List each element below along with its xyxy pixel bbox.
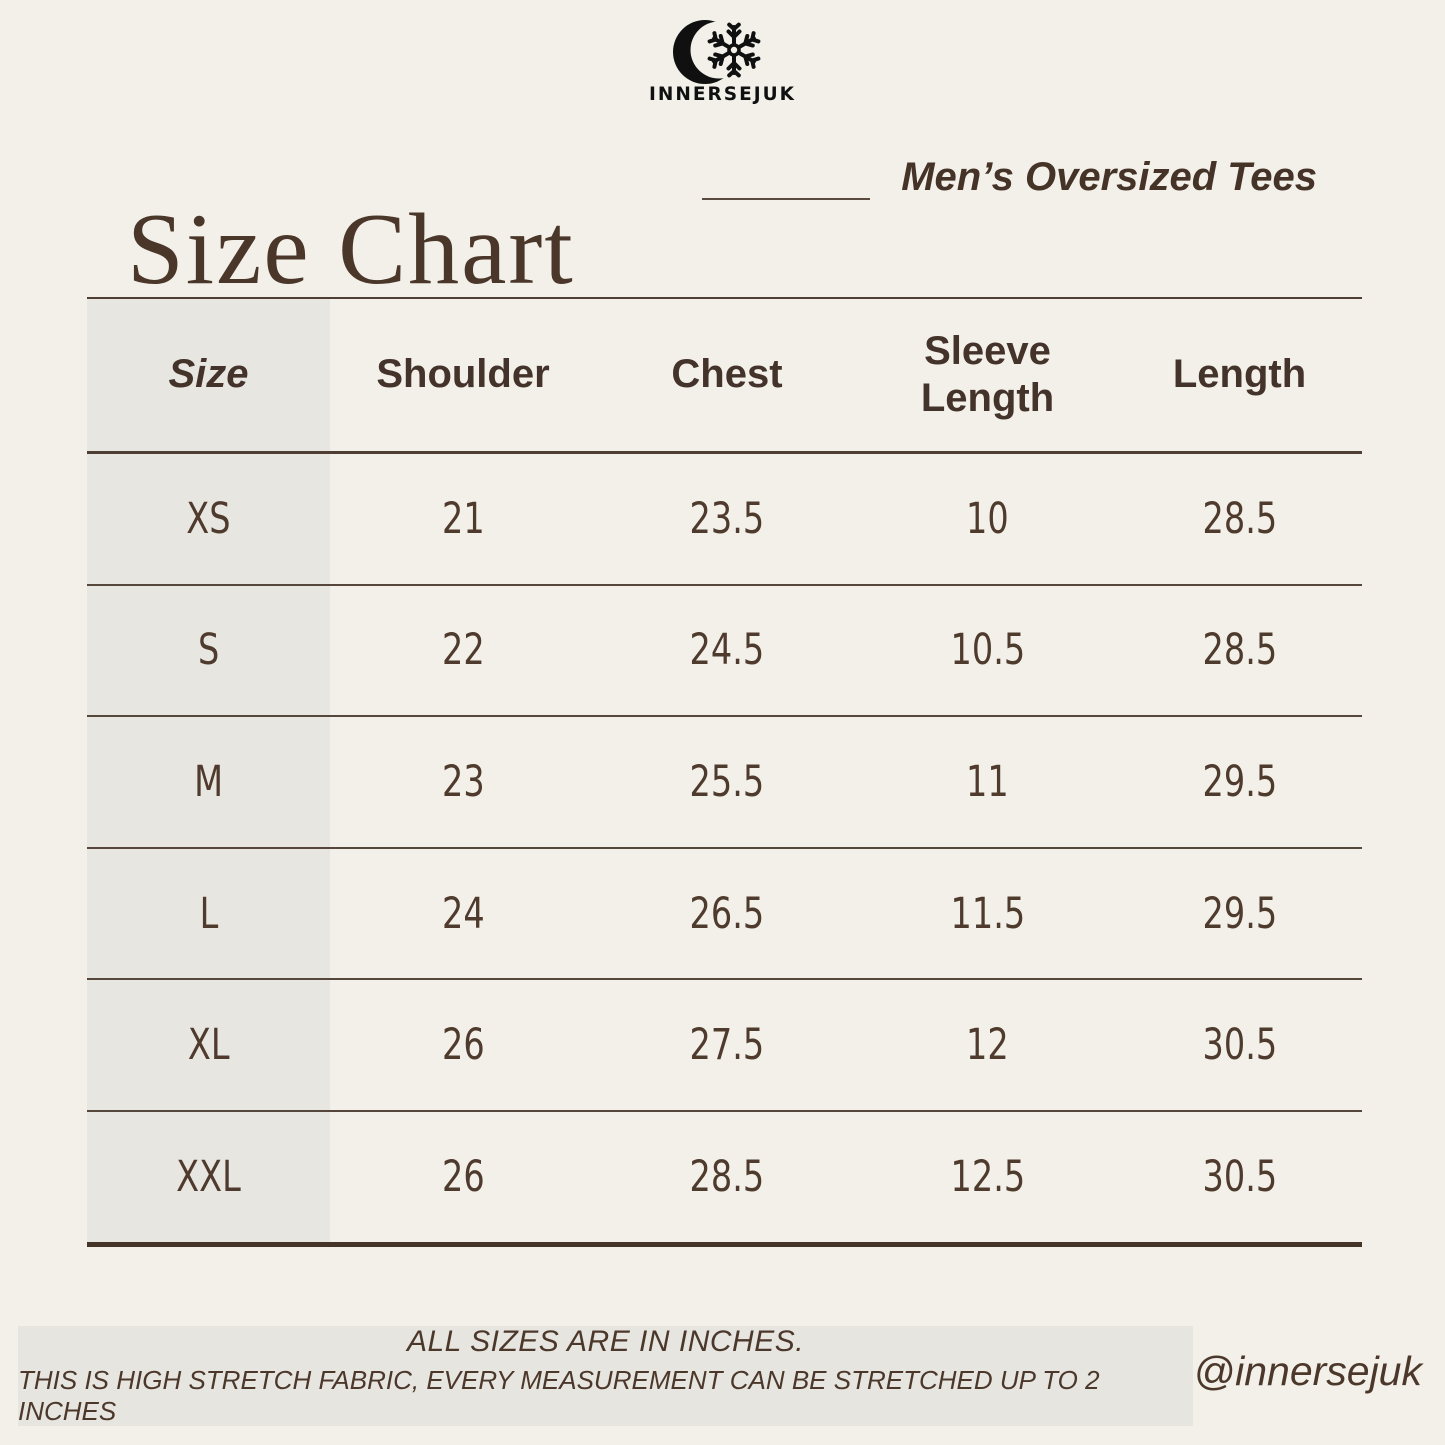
sleeve-length-value: 10	[966, 493, 1009, 544]
size-table: Size Shoulder Chest Sleeve Length Length…	[87, 297, 1362, 1247]
cell-size: XL	[87, 980, 330, 1110]
social-handle: @innersejuk	[1193, 1348, 1422, 1394]
table-row-xs: XS 21 23.5 10 28.5	[87, 454, 1362, 586]
length-value: 29.5	[1202, 756, 1277, 807]
table-header-row: Size Shoulder Chest Sleeve Length Length	[87, 299, 1362, 454]
sleeve-length-value: 10.5	[950, 625, 1025, 676]
title-divider-line	[702, 198, 870, 200]
cell-sleeve-length: 12	[858, 980, 1117, 1110]
cell-length: 29.5	[1117, 849, 1362, 979]
cell-shoulder: 22	[330, 586, 596, 716]
cell-shoulder: 26	[330, 1112, 596, 1242]
cell-shoulder: 26	[330, 980, 596, 1110]
length-value: 28.5	[1202, 625, 1277, 676]
length-value: 29.5	[1202, 888, 1277, 939]
crescent-snowflake-icon	[673, 20, 761, 84]
cell-chest: 26.5	[596, 849, 858, 979]
shoulder-value: 22	[441, 625, 485, 676]
length-value: 30.5	[1202, 1151, 1277, 1202]
cell-length: 29.5	[1117, 717, 1362, 847]
size-value: M	[194, 756, 223, 807]
cell-size: L	[87, 849, 330, 979]
table-row-l: L 24 26.5 11.5 29.5	[87, 849, 1362, 981]
length-value: 30.5	[1202, 1020, 1277, 1071]
shoulder-value: 26	[441, 1020, 485, 1071]
chest-value: 25.5	[689, 756, 765, 807]
cell-length: 28.5	[1117, 586, 1362, 716]
size-value: L	[199, 888, 218, 939]
cell-sleeve-length: 11	[858, 717, 1117, 847]
brand-name: INNERSEJUK	[649, 84, 796, 105]
cell-sleeve-length: 10.5	[858, 586, 1117, 716]
column-header-chest: Chest	[671, 352, 783, 397]
cell-chest: 27.5	[596, 980, 858, 1110]
cell-chest: 28.5	[596, 1112, 858, 1242]
cell-chest: 23.5	[596, 454, 858, 584]
shoulder-value: 23	[441, 756, 485, 807]
page-title: Size Chart	[127, 193, 575, 307]
size-value: S	[197, 625, 220, 676]
size-value: XL	[187, 1020, 230, 1071]
table-row-xl: XL 26 27.5 12 30.5	[87, 980, 1362, 1112]
sleeve-length-value: 11	[966, 756, 1009, 807]
cell-sleeve-length: 11.5	[858, 849, 1117, 979]
table-row-s: S 22 24.5 10.5 28.5	[87, 586, 1362, 718]
column-header-size: Size	[168, 352, 249, 397]
chest-value: 26.5	[689, 888, 765, 939]
footer-note-secondary: THIS IS HIGH STRETCH FABRIC, EVERY MEASU…	[18, 1365, 1100, 1426]
sleeve-length-value: 12	[966, 1020, 1009, 1071]
size-column-background	[87, 299, 330, 1242]
cell-length: 30.5	[1117, 980, 1362, 1110]
cell-size: M	[87, 717, 330, 847]
shoulder-value: 26	[441, 1151, 485, 1202]
footer-note-primary: ALL SIZES ARE IN INCHES.	[406, 1325, 805, 1358]
cell-shoulder: 21	[330, 454, 596, 584]
chest-value: 24.5	[689, 625, 765, 676]
column-header-length: Length	[1172, 352, 1307, 397]
shoulder-value: 21	[441, 493, 485, 544]
cell-size: S	[87, 586, 330, 716]
size-value: XS	[186, 493, 231, 544]
cell-length: 28.5	[1117, 454, 1362, 584]
shoulder-value: 24	[441, 888, 485, 939]
chest-value: 27.5	[689, 1020, 765, 1071]
cell-chest: 25.5	[596, 717, 858, 847]
cell-shoulder: 23	[330, 717, 596, 847]
table-row-m: M 23 25.5 11 29.5	[87, 717, 1362, 849]
sleeve-length-value: 11.5	[950, 888, 1025, 939]
sleeve-length-value: 12.5	[950, 1151, 1025, 1202]
product-category-label: Men’s Oversized Tees	[901, 155, 1317, 199]
cell-sleeve-length: 10	[858, 454, 1117, 584]
cell-shoulder: 24	[330, 849, 596, 979]
cell-size: XXL	[87, 1112, 330, 1242]
table-row-xxl: XXL 26 28.5 12.5 30.5	[87, 1112, 1362, 1242]
chest-value: 28.5	[689, 1151, 765, 1202]
column-header-shoulder: Shoulder	[376, 352, 550, 397]
footer-note-box: ALL SIZES ARE IN INCHES. THIS IS HIGH ST…	[18, 1325, 1193, 1426]
length-value: 28.5	[1202, 493, 1277, 544]
chest-value: 23.5	[689, 493, 765, 544]
cell-chest: 24.5	[596, 586, 858, 716]
size-value: XXL	[176, 1151, 241, 1202]
cell-length: 30.5	[1117, 1112, 1362, 1242]
cell-sleeve-length: 12.5	[858, 1112, 1117, 1242]
column-header-sleeve-length: Sleeve Length	[920, 328, 1055, 420]
cell-size: XS	[87, 454, 330, 584]
